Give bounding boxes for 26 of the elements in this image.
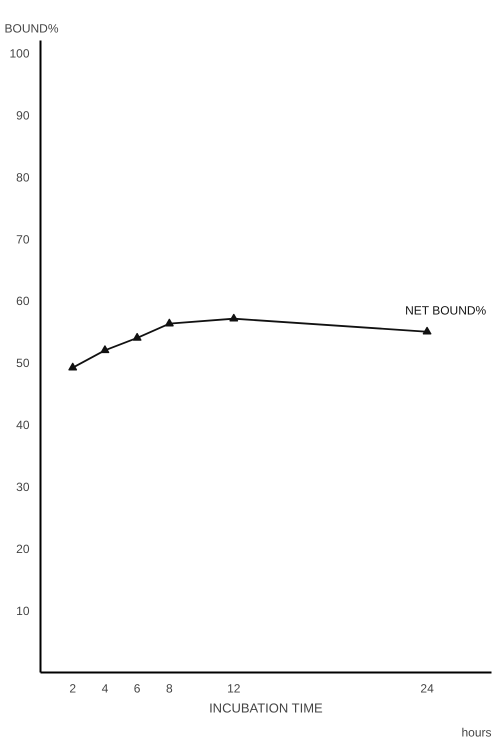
x-tick-label: 12 [227,682,241,696]
point [132,332,142,341]
x-tick-label: 24 [420,682,434,696]
point [229,314,238,322]
y-tick-label: 90 [16,108,30,122]
point [100,345,110,354]
x-tick-label: 8 [166,682,174,696]
point [164,318,174,326]
y-tick-label: 10 [16,604,30,618]
y-tick-label: 40 [16,418,30,432]
point [68,362,78,370]
x-tick-label: 6 [134,682,141,696]
y-tick-label: 100 [9,46,30,60]
y-axis-title: BOUND% [4,22,59,36]
y-tick-label: 60 [16,294,30,308]
y-tick-label: 80 [16,170,30,184]
x-axis-title: INCUBATION TIME [209,700,324,716]
y-tick-label: 30 [16,480,30,494]
series-label: NET BOUND% [405,304,487,318]
y-tick-label: 70 [16,232,30,246]
x-tick-label: 2 [69,682,76,696]
text: hours [461,726,492,740]
point [422,326,432,335]
y-tick-label: 20 [16,542,30,556]
x-tick-label: 4 [102,682,109,696]
y-tick-label: 50 [16,356,30,370]
